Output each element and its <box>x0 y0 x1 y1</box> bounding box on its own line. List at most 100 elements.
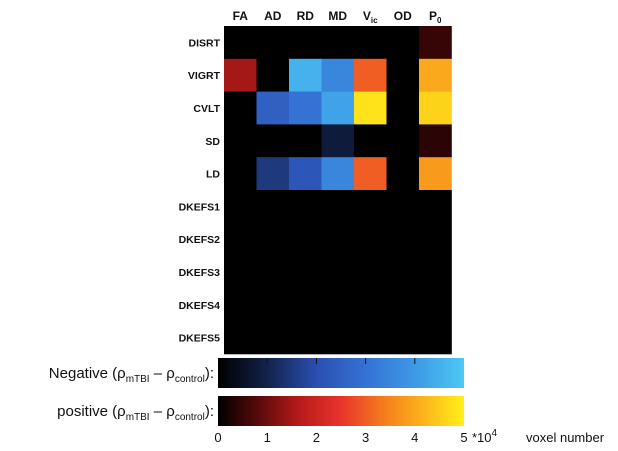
heatmap-cell <box>256 321 290 355</box>
heatmap-cell <box>419 157 452 191</box>
column-label: AD <box>264 9 282 23</box>
heatmap-cell <box>321 157 355 191</box>
heatmap-cell <box>386 26 420 60</box>
heatmap-cell <box>224 26 257 60</box>
heatmap-cell <box>321 288 355 322</box>
row-label: CVLT <box>193 103 220 115</box>
row-label: DISRT <box>189 37 221 49</box>
heatmap-cell <box>354 157 387 191</box>
heatmap-cell <box>289 190 322 224</box>
heatmap-cell <box>289 26 322 60</box>
heatmap-cell <box>289 91 322 125</box>
heatmap-cell <box>419 255 452 289</box>
heatmap-cell <box>354 255 387 289</box>
heatmap-cell <box>354 222 387 256</box>
heatmap-cell <box>289 288 322 322</box>
heatmap-cell <box>289 58 322 92</box>
row-label: DKEFS5 <box>179 333 221 345</box>
heatmap-cell <box>386 58 420 92</box>
heatmap-cell <box>354 26 387 60</box>
heatmap-cell <box>354 190 387 224</box>
colorbar-tick-label: 2 <box>313 430 320 445</box>
row-label: LD <box>206 169 220 181</box>
column-label: OD <box>394 9 412 23</box>
colorbar-tick-label: 1 <box>264 430 271 445</box>
heatmap-cell <box>354 58 387 92</box>
positive-colorbar <box>218 396 464 426</box>
heatmap-cell <box>386 222 420 256</box>
scale-unit-label: voxel number <box>526 430 605 445</box>
heatmap-cell <box>224 190 257 224</box>
heatmap-cell <box>256 91 290 125</box>
heatmap-cell <box>289 124 322 158</box>
heatmap-cell <box>224 255 257 289</box>
heatmap-cell <box>321 190 355 224</box>
colorbar-tick-label: 4 <box>411 430 418 445</box>
column-label: FA <box>233 9 249 23</box>
column-label: P0 <box>429 9 442 25</box>
heatmap-cell <box>224 288 257 322</box>
heatmap-cell <box>386 91 420 125</box>
heatmap-cell <box>321 321 355 355</box>
row-label: DKEFS3 <box>179 267 221 279</box>
heatmap-cells <box>224 26 452 355</box>
heatmap-cell <box>386 157 420 191</box>
column-label: RD <box>297 9 315 23</box>
heatmap-cell <box>224 157 257 191</box>
heatmap-cell <box>354 124 387 158</box>
row-label: DKEFS1 <box>179 201 221 213</box>
heatmap-cell <box>224 91 257 125</box>
heatmap-cell <box>354 288 387 322</box>
heatmap-cell <box>386 321 420 355</box>
heatmap-cell <box>386 288 420 322</box>
heatmap-cell <box>256 190 290 224</box>
colorbar-tick-label: 5 <box>460 430 467 445</box>
heatmap-cell <box>419 321 452 355</box>
heatmap-cell <box>321 26 355 60</box>
negative-colorbar <box>218 358 464 388</box>
row-labels: DISRT VIGRT CVLT SD LD DKEFS1 DKEFS2 DKEFS3 DKEF… <box>179 37 221 344</box>
heatmap-cell <box>419 124 452 158</box>
row-label: DKEFS2 <box>179 234 221 246</box>
heatmap-cell <box>321 255 355 289</box>
heatmap-cell <box>419 222 452 256</box>
heatmap-cell <box>224 124 257 158</box>
heatmap-cell <box>256 222 290 256</box>
row-label: VIGRT <box>188 70 221 82</box>
heatmap-cell <box>256 157 290 191</box>
heatmap-cell <box>289 321 322 355</box>
heatmap-cell <box>419 288 452 322</box>
heatmap-cell <box>289 255 322 289</box>
heatmap-cell <box>256 255 290 289</box>
heatmap-cell <box>419 26 452 60</box>
heatmap-cell <box>321 58 355 92</box>
negative-colorbar-label: Negative (ρmTBI – ρcontrol): <box>49 365 214 385</box>
heatmap-cell <box>354 91 387 125</box>
colorbar-scale: 0 1 2 3 4 5 *104 voxel number <box>214 428 604 445</box>
heatmap-cell <box>256 58 290 92</box>
positive-colorbar-label: positive (ρmTBI – ρcontrol): <box>57 403 214 423</box>
heatmap-cell <box>386 124 420 158</box>
heatmap-cell <box>256 288 290 322</box>
heatmap-cell <box>419 58 452 92</box>
heatmap-cell <box>256 26 290 60</box>
row-label: SD <box>205 136 220 148</box>
row-label: DKEFS4 <box>179 300 221 312</box>
column-label: MD <box>328 9 347 23</box>
colorbars: Negative (ρmTBI – ρcontrol): positive (ρm… <box>49 358 464 426</box>
heatmap-cell <box>289 157 322 191</box>
heatmap-cell <box>419 91 452 125</box>
heatmap-cell <box>354 321 387 355</box>
heatmap-cell <box>419 190 452 224</box>
scale-multiplier: *104 <box>472 428 498 445</box>
heatmap-cell <box>256 124 290 158</box>
colorbar-tick-label: 0 <box>214 430 221 445</box>
heatmap-cell <box>386 190 420 224</box>
heatmap-cell <box>289 222 322 256</box>
column-labels: FA AD RD MD Vic OD P0 <box>233 9 442 25</box>
column-label: Vic <box>363 9 378 25</box>
heatmap-cell <box>321 222 355 256</box>
heatmap-cell <box>224 222 257 256</box>
heatmap-cell <box>386 255 420 289</box>
